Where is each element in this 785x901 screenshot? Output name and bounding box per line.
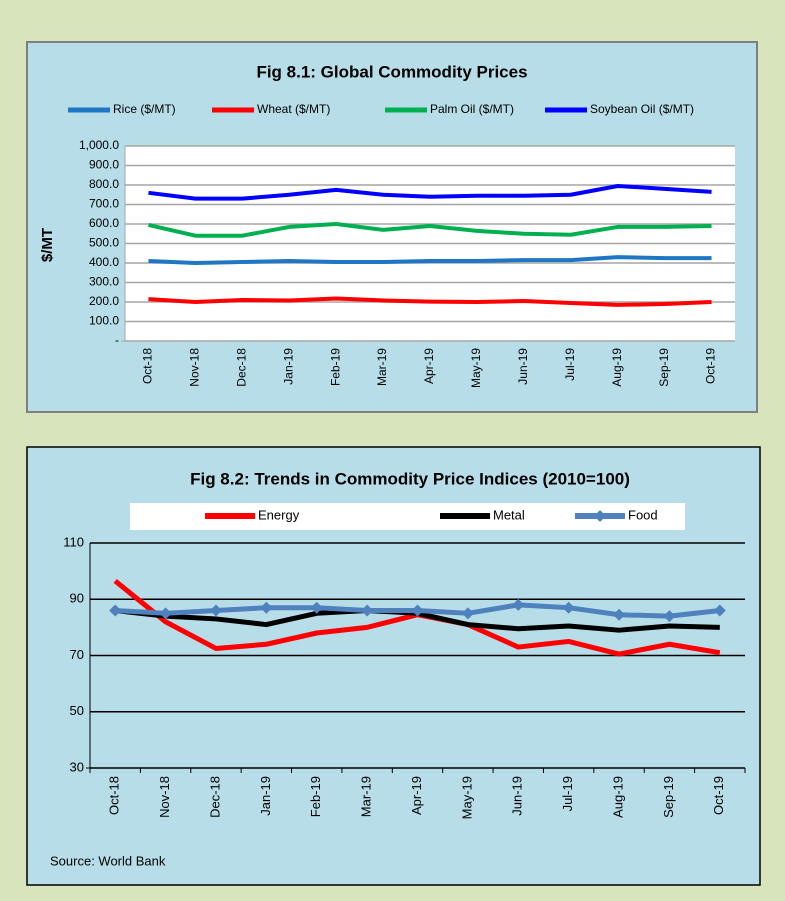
x-tick-label: Apr-19 bbox=[422, 348, 436, 384]
y-tick-label: 600.0 bbox=[89, 216, 119, 230]
x-tick-label: Mar-19 bbox=[359, 776, 374, 817]
source-note: Source: World Bank bbox=[50, 853, 166, 868]
x-tick-label: Apr-19 bbox=[409, 776, 424, 815]
x-tick-label: Jul-19 bbox=[560, 776, 575, 811]
legend-label: Rice ($/MT) bbox=[113, 102, 176, 116]
data-point bbox=[411, 604, 424, 617]
series-line bbox=[148, 183, 712, 201]
data-point bbox=[562, 601, 575, 614]
x-tick-label: Nov-18 bbox=[188, 348, 202, 387]
x-tick-label: Oct-19 bbox=[704, 348, 718, 384]
y-tick-label: 100.0 bbox=[89, 314, 119, 328]
y-tick-label: 500.0 bbox=[89, 236, 119, 250]
y-tick-label: 70 bbox=[70, 647, 84, 662]
data-point bbox=[109, 604, 122, 617]
x-tick-label: Feb-19 bbox=[328, 348, 342, 386]
x-tick-label: Jul-19 bbox=[563, 348, 577, 381]
legend-label: Wheat ($/MT) bbox=[257, 102, 330, 116]
y-tick-label: 400.0 bbox=[89, 255, 119, 269]
data-point bbox=[461, 607, 474, 620]
data-point bbox=[512, 598, 525, 611]
x-tick-label: Oct-18 bbox=[141, 348, 155, 384]
x-tick-label: Sep-19 bbox=[661, 776, 676, 818]
y-tick-label: 30 bbox=[70, 759, 84, 774]
chart-title: Fig 8.1: Global Commodity Prices bbox=[256, 62, 527, 81]
data-point bbox=[159, 607, 172, 620]
y-axis-label: $/MT bbox=[39, 228, 56, 262]
y-tick-label: 900.0 bbox=[89, 158, 119, 172]
x-tick-label: Aug-19 bbox=[610, 776, 625, 818]
data-point bbox=[209, 604, 222, 617]
x-tick-label: Oct-19 bbox=[711, 776, 726, 815]
y-tick-label: 1,000.0 bbox=[79, 138, 119, 152]
x-tick-label: Jun-19 bbox=[516, 348, 530, 385]
x-tick-label: May-19 bbox=[469, 348, 483, 388]
data-point bbox=[361, 604, 374, 617]
x-tick-label: Dec-18 bbox=[207, 776, 222, 818]
series-line bbox=[148, 222, 712, 238]
x-tick-label: Jan-19 bbox=[281, 348, 295, 385]
y-tick-label: 700.0 bbox=[89, 197, 119, 211]
data-point bbox=[260, 601, 273, 614]
legend-label: Metal bbox=[493, 507, 525, 522]
series-line bbox=[148, 296, 712, 307]
x-tick-label: Dec-18 bbox=[234, 348, 248, 387]
x-tick-label: Mar-19 bbox=[375, 348, 389, 386]
legend-marker bbox=[594, 510, 606, 522]
x-tick-label: Nov-18 bbox=[157, 776, 172, 818]
y-tick-label: 50 bbox=[70, 703, 84, 718]
x-tick-label: Sep-19 bbox=[657, 348, 671, 387]
y-tick-label: 110 bbox=[63, 534, 84, 549]
data-point bbox=[613, 608, 626, 621]
x-tick-label: Aug-19 bbox=[610, 348, 624, 387]
legend-label: Palm Oil ($/MT) bbox=[430, 102, 514, 116]
x-tick-label: May-19 bbox=[459, 776, 474, 819]
series-line bbox=[148, 255, 712, 265]
y-tick-label: 200.0 bbox=[89, 294, 119, 308]
y-tick-label: 800.0 bbox=[89, 177, 119, 191]
data-point bbox=[310, 601, 323, 614]
x-tick-label: Oct-18 bbox=[107, 776, 122, 815]
x-tick-label: Jan-19 bbox=[258, 776, 273, 816]
legend-label: Soybean Oil ($/MT) bbox=[590, 102, 694, 116]
y-tick-label: 90 bbox=[70, 591, 84, 606]
legend-label: Food bbox=[628, 507, 658, 522]
legend-label: Energy bbox=[258, 507, 300, 522]
chart-title: Fig 8.2: Trends in Commodity Price Indic… bbox=[190, 469, 630, 488]
data-point bbox=[663, 610, 676, 623]
x-tick-label: Jun-19 bbox=[510, 776, 525, 816]
data-point bbox=[713, 604, 726, 617]
x-tick-label: Feb-19 bbox=[308, 776, 323, 817]
y-tick-label: 300.0 bbox=[89, 275, 119, 289]
y-tick-label: - bbox=[115, 333, 119, 347]
